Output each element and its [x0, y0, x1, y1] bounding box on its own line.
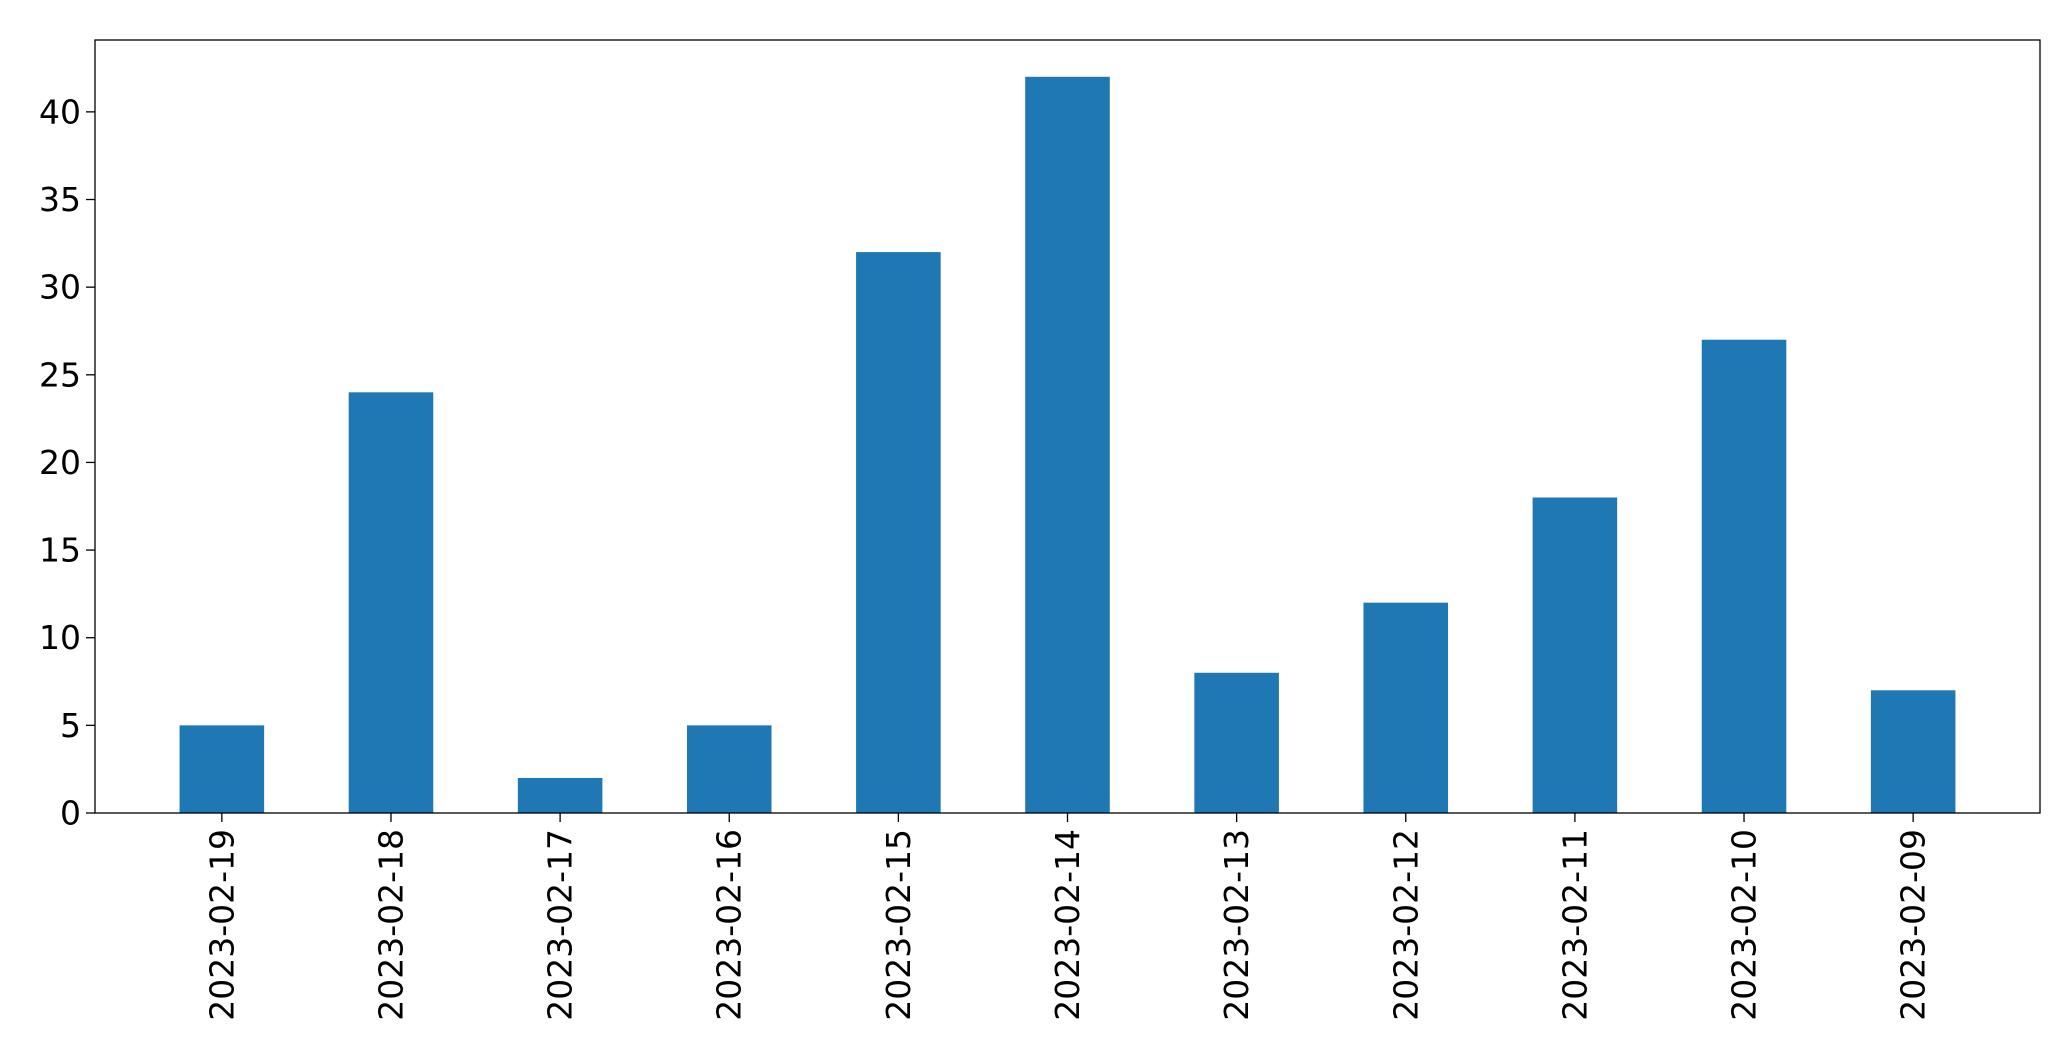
- x-tick-label: 2023-02-10: [1725, 829, 1764, 1021]
- x-tick-label: 2023-02-09: [1894, 829, 1933, 1021]
- x-tick-label: 2023-02-13: [1217, 829, 1256, 1021]
- bar-2023-02-18: [348, 392, 434, 813]
- bar-2023-02-12: [1363, 602, 1449, 813]
- x-tick-label: 2023-02-16: [710, 829, 749, 1021]
- x-tick-label: 2023-02-19: [202, 829, 241, 1021]
- x-tick-label: 2023-02-17: [541, 829, 580, 1021]
- bar-2023-02-17: [517, 777, 603, 813]
- y-tick-label: 10: [39, 618, 81, 657]
- y-tick-label: 40: [39, 92, 81, 131]
- y-tick-label: 35: [39, 180, 81, 219]
- bar-2023-02-14: [1025, 76, 1110, 814]
- bar-2023-02-13: [1194, 672, 1279, 813]
- y-axis: 0 5 10 15 20 25 30 35 40: [39, 92, 95, 833]
- y-tick-label: 20: [39, 443, 81, 482]
- bar-2023-02-11: [1532, 497, 1618, 813]
- bar-2023-02-16: [686, 725, 772, 813]
- bars-group: [179, 76, 1956, 814]
- x-tick-label: 2023-02-12: [1386, 829, 1425, 1021]
- x-tick-label: 2023-02-14: [1048, 829, 1087, 1021]
- bar-2023-02-19: [179, 725, 265, 813]
- x-tick-label: 2023-02-11: [1555, 829, 1594, 1021]
- y-tick-label: 25: [39, 355, 81, 394]
- y-tick-label: 0: [60, 794, 81, 833]
- bar-2023-02-09: [1870, 690, 1956, 813]
- bar-2023-02-10: [1701, 339, 1787, 813]
- y-tick-label: 15: [39, 531, 81, 570]
- y-tick-label: 30: [39, 268, 81, 307]
- bar-2023-02-15: [856, 252, 941, 814]
- y-tick-label: 5: [60, 706, 81, 745]
- x-axis: 2023-02-19 2023-02-18 2023-02-17 2023-02-16…: [202, 813, 1933, 1021]
- x-tick-label: 2023-02-15: [879, 829, 918, 1021]
- x-tick-label: 2023-02-18: [371, 829, 410, 1021]
